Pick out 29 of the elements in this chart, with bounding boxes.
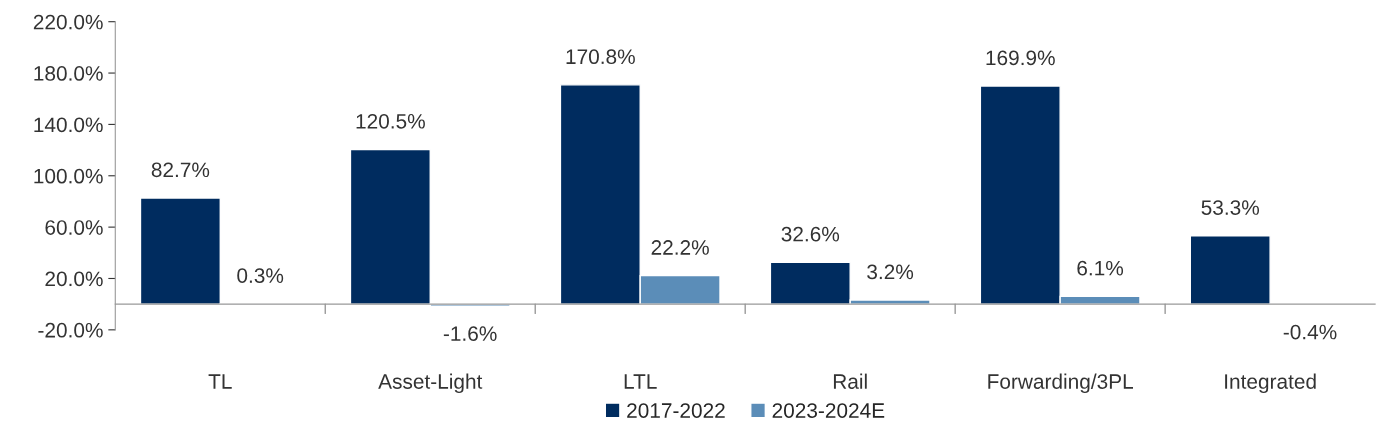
data-label: -1.6% (443, 326, 497, 341)
y-tick-label: 60.0% (45, 220, 103, 235)
bar (139, 197, 221, 305)
x-tick-label: Rail (833, 373, 867, 389)
data-label: 82.7% (151, 162, 210, 178)
x-tick-label: TL (208, 374, 232, 389)
x-tick-label: LTL (624, 374, 657, 389)
y-tick-label: 180.0% (34, 66, 103, 81)
x-tick-label: Integrated (1225, 373, 1316, 394)
data-label: 22.2% (651, 240, 709, 255)
x-tick-label: Asset-Light (378, 373, 483, 394)
data-label: 53.3% (1201, 200, 1260, 215)
data-label: 6.1% (1077, 260, 1124, 276)
data-label: 3.2% (867, 264, 914, 280)
data-label: -0.4% (1283, 324, 1337, 340)
y-tick-label: -20.0% (38, 322, 103, 338)
y-tick-label: 220.0% (33, 14, 103, 30)
data-label: 0.3% (237, 268, 284, 283)
bar (1189, 235, 1271, 305)
data-label: 32.6% (781, 226, 840, 242)
legend-label: 2023-2024E (772, 403, 885, 418)
y-tick-label: 100.0% (34, 168, 103, 184)
x-tick-label: Forwarding/3PL (988, 373, 1133, 394)
y-tick-label: 140.0% (34, 117, 103, 133)
data-label: 120.5% (356, 113, 425, 129)
legend-label: 2017-2022 (627, 403, 725, 418)
data-label: 169.9% (986, 50, 1055, 66)
y-tick-label: 20.0% (45, 271, 103, 287)
data-label: 170.8% (566, 49, 635, 65)
